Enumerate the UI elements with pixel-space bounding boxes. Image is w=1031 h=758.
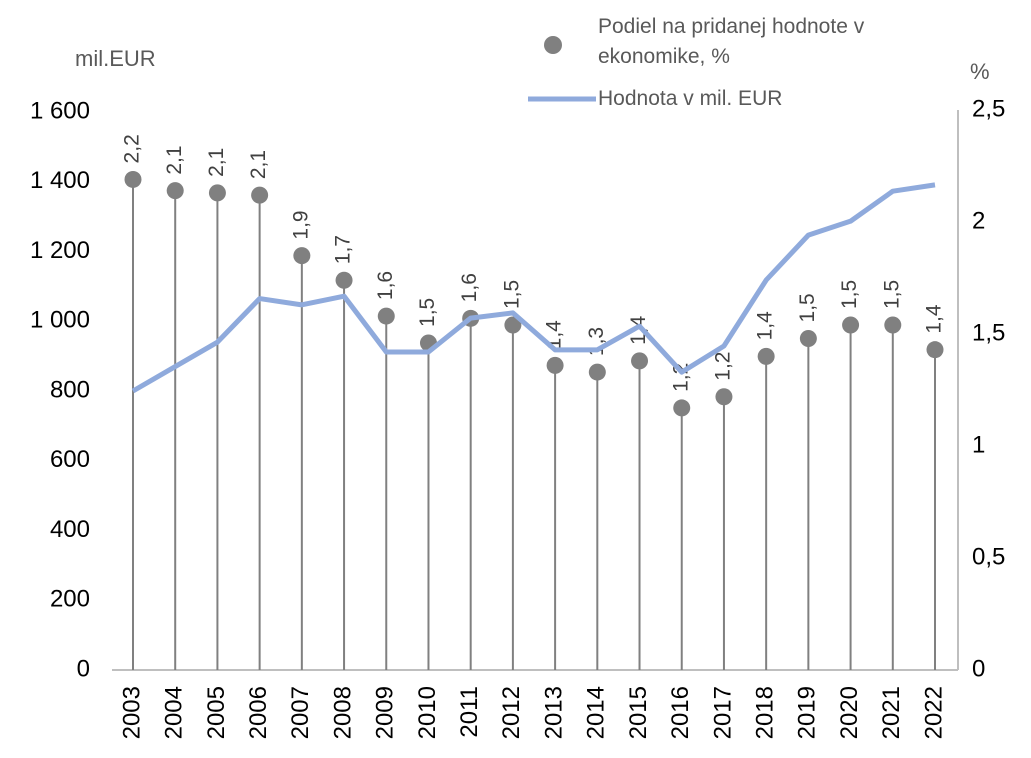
x-tick-label: 2012 <box>498 686 525 739</box>
data-label: 1,6 <box>374 271 397 300</box>
y-tick-label: 1 600 <box>30 97 90 124</box>
x-tick-label: 2013 <box>540 686 567 739</box>
data-label: 1,5 <box>416 298 439 327</box>
x-tick-label: 2019 <box>794 686 821 739</box>
x-tick-label: 2004 <box>161 686 188 739</box>
dot <box>799 329 817 347</box>
dot <box>546 356 564 374</box>
x-tick-label: 2011 <box>456 686 483 738</box>
x-tick-label: 2022 <box>920 686 947 739</box>
dot <box>673 399 691 417</box>
x-tick-label: 2008 <box>329 686 356 739</box>
y2-axis-label: % <box>970 59 990 84</box>
data-label: 2,2 <box>121 134 144 163</box>
y-tick-label: 1 200 <box>30 237 90 264</box>
x-tick-label: 2006 <box>245 686 272 739</box>
y2-tick-label: 2,5 <box>972 95 1005 122</box>
y2-tick-label: 1 <box>972 431 985 458</box>
legend-label: Hodnota v mil. EUR <box>598 87 783 110</box>
y-tick-label: 400 <box>50 516 90 543</box>
x-tick-label: 2010 <box>414 686 441 739</box>
y2-tick-label: 2 <box>972 207 985 234</box>
dot <box>631 352 649 370</box>
x-tick-label: 2003 <box>118 686 145 739</box>
data-label: 1,7 <box>332 235 355 264</box>
legend-marker <box>544 36 562 54</box>
data-label: 1,5 <box>500 280 523 309</box>
data-label: 2,1 <box>205 148 228 177</box>
y2-tick-label: 1,5 <box>972 319 1005 346</box>
dot <box>166 182 184 200</box>
y2-tick-label: 0,5 <box>972 543 1005 570</box>
x-tick-label: 2021 <box>878 686 905 739</box>
data-label: 1,4 <box>754 311 777 341</box>
x-tick-label: 2020 <box>836 686 863 739</box>
data-label: 1,2 <box>711 352 734 381</box>
data-label: 1,5 <box>880 280 903 309</box>
x-tick-label: 2009 <box>372 686 399 739</box>
x-tick-label: 2017 <box>709 686 736 739</box>
data-label: 1,6 <box>458 273 481 302</box>
data-label: 1,5 <box>796 293 819 322</box>
dot <box>335 271 353 289</box>
dot <box>842 316 860 334</box>
y2-tick-label: 0 <box>972 655 985 682</box>
x-tick-label: 2018 <box>752 686 779 739</box>
dot <box>124 170 142 188</box>
data-label: 1,4 <box>627 315 650 345</box>
data-label: 1,5 <box>838 280 861 309</box>
dot <box>293 247 311 265</box>
dot <box>757 347 775 365</box>
data-label: 2,1 <box>163 145 186 174</box>
dot <box>926 341 944 359</box>
data-label: 1,9 <box>289 210 312 239</box>
y-tick-label: 1 400 <box>30 167 90 194</box>
x-tick-label: 2007 <box>287 686 314 739</box>
dot <box>504 316 522 334</box>
dot <box>377 307 395 325</box>
y-tick-label: 800 <box>50 376 90 403</box>
x-tick-label: 2005 <box>203 686 230 739</box>
x-tick-label: 2014 <box>583 686 610 739</box>
legend-label: Podiel na pridanej hodnote v ekonomike, … <box>598 15 865 68</box>
dot <box>251 186 269 204</box>
y-tick-label: 0 <box>77 655 90 682</box>
dot <box>588 363 606 381</box>
y-tick-label: 200 <box>50 586 90 613</box>
dot <box>715 388 733 406</box>
data-label: 1,4 <box>923 304 946 334</box>
dot <box>884 316 902 334</box>
dot <box>208 184 226 202</box>
x-tick-label: 2015 <box>625 686 652 739</box>
y-axis-label: mil.EUR <box>75 46 156 71</box>
data-label: 2,1 <box>247 150 270 179</box>
line <box>131 182 936 394</box>
y-tick-label: 600 <box>50 446 90 473</box>
y-tick-label: 1 000 <box>30 307 90 334</box>
x-tick-label: 2016 <box>667 686 694 739</box>
